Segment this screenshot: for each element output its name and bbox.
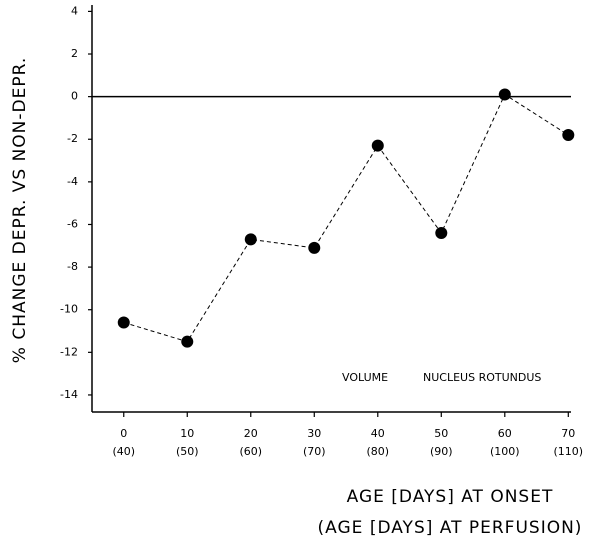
- data-point: [562, 128, 575, 141]
- x-tick-label: 60: [498, 427, 512, 440]
- annotation: VOLUME: [342, 371, 388, 384]
- y-tick-label: 0: [71, 90, 78, 103]
- data-point: [181, 335, 194, 348]
- x-tick-sublabel: (40): [112, 445, 135, 458]
- x-tick-label: 40: [371, 427, 385, 440]
- x-tick-sublabel: (100): [490, 445, 520, 458]
- data-point: [435, 227, 448, 240]
- data-point: [371, 139, 384, 152]
- x-tick-sublabel: (110): [554, 445, 584, 458]
- y-tick-label: -12: [60, 345, 78, 358]
- annotation: NUCLEUS ROTUNDUS: [423, 371, 541, 384]
- x-tick-sublabel: (60): [239, 445, 262, 458]
- data-point: [498, 88, 511, 101]
- x-tick-sublabel: (80): [366, 445, 389, 458]
- y-tick-label: -6: [67, 217, 78, 230]
- data-point: [244, 233, 257, 246]
- data-point: [117, 316, 130, 329]
- x-tick-sublabel: (50): [176, 445, 199, 458]
- x-tick-label: 10: [180, 427, 194, 440]
- y-tick-label: -14: [60, 388, 78, 401]
- data-line: [123, 93, 569, 343]
- y-tick-label: 4: [71, 4, 78, 17]
- y-tick-label: -8: [67, 260, 78, 273]
- y-axis-label: % CHANGE DEPR. VS NON-DEPR.: [10, 57, 30, 363]
- x-tick-label: 20: [244, 427, 258, 440]
- x-tick-sublabel: (90): [430, 445, 453, 458]
- y-tick-label: -10: [60, 303, 78, 316]
- x-tick-label: 50: [434, 427, 448, 440]
- y-tick-label: -4: [67, 175, 78, 188]
- y-tick-label: 2: [71, 47, 78, 60]
- x-tick-label: 30: [307, 427, 321, 440]
- x-tick-label: 0: [120, 427, 127, 440]
- x-axis-label: AGE [DAYS] AT ONSET: [347, 487, 554, 507]
- x-axis-label: (AGE [DAYS] AT PERFUSION): [318, 518, 583, 538]
- x-tick-sublabel: (70): [303, 445, 326, 458]
- y-tick-label: -2: [67, 132, 78, 145]
- x-tick-label: 70: [561, 427, 575, 440]
- data-point: [308, 241, 321, 254]
